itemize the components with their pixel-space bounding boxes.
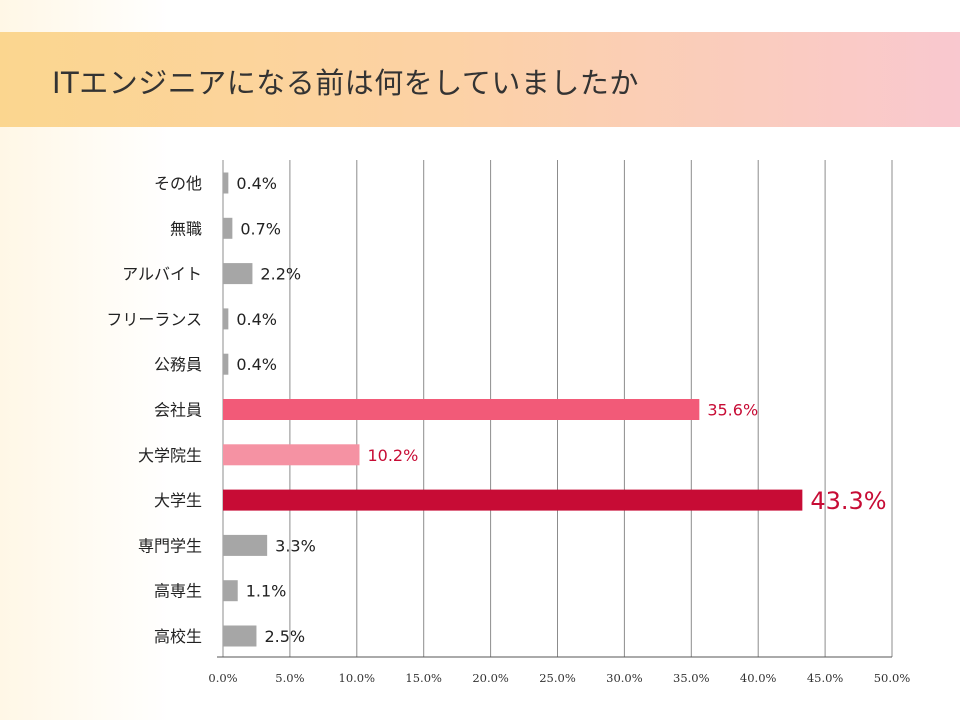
bar bbox=[223, 625, 257, 647]
x-tick-label: 35.0% bbox=[673, 671, 710, 685]
data-label: 10.2% bbox=[367, 446, 418, 465]
x-tick-label: 40.0% bbox=[740, 671, 777, 685]
category-label: 大学生 bbox=[154, 491, 202, 510]
category-label: その他 bbox=[154, 174, 202, 193]
category-label: 高専生 bbox=[154, 582, 202, 601]
bar bbox=[223, 580, 238, 602]
data-label: 0.4% bbox=[236, 310, 277, 329]
bar bbox=[223, 263, 253, 285]
x-tick-label: 15.0% bbox=[405, 671, 442, 685]
bar bbox=[223, 399, 700, 420]
title-banner: ITエンジニアになる前は何をしていましたか bbox=[0, 32, 960, 127]
category-label: 公務員 bbox=[154, 355, 202, 374]
bar bbox=[223, 489, 803, 511]
bar bbox=[223, 444, 360, 466]
data-label: 2.5% bbox=[264, 627, 305, 646]
category-label: フリーランス bbox=[106, 310, 202, 329]
x-tick-label: 25.0% bbox=[539, 671, 576, 685]
data-label: 35.6% bbox=[707, 401, 758, 420]
category-label: 大学院生 bbox=[138, 446, 202, 465]
x-tick-label: 45.0% bbox=[807, 671, 844, 685]
x-tick-label: 5.0% bbox=[275, 671, 304, 685]
data-label: 43.3% bbox=[810, 487, 886, 515]
data-label: 0.4% bbox=[236, 355, 277, 374]
data-label: 2.2% bbox=[260, 265, 301, 284]
category-label: 会社員 bbox=[154, 401, 202, 420]
x-tick-label: 50.0% bbox=[874, 671, 911, 685]
x-tick-label: 30.0% bbox=[606, 671, 643, 685]
category-label: 専門学生 bbox=[138, 536, 202, 555]
category-label: アルバイト bbox=[122, 265, 202, 284]
x-tick-label: 10.0% bbox=[339, 671, 376, 685]
data-label: 0.4% bbox=[236, 174, 277, 193]
bar bbox=[223, 353, 229, 375]
bar bbox=[223, 534, 268, 556]
x-tick-label: 0.0% bbox=[208, 671, 237, 685]
data-label: 3.3% bbox=[275, 536, 316, 555]
page-title: ITエンジニアになる前は何をしていましたか bbox=[52, 66, 639, 100]
data-label: 0.7% bbox=[240, 219, 281, 238]
bar bbox=[223, 308, 229, 330]
bar bbox=[223, 172, 229, 194]
data-label: 1.1% bbox=[246, 582, 287, 601]
x-tick-label: 20.0% bbox=[472, 671, 509, 685]
category-label: 無職 bbox=[170, 219, 202, 238]
bar bbox=[223, 217, 233, 239]
category-label: 高校生 bbox=[154, 627, 202, 646]
